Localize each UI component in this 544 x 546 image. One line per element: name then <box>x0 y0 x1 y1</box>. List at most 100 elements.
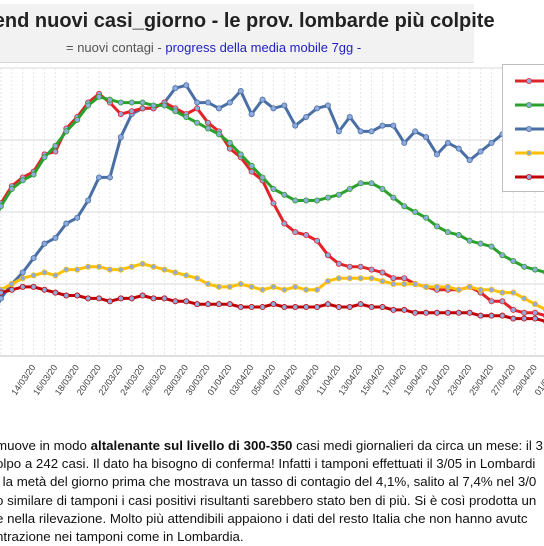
data-point <box>85 295 92 302</box>
data-point <box>281 304 288 311</box>
data-point <box>346 304 353 311</box>
data-point <box>128 295 135 302</box>
data-point <box>379 122 386 129</box>
data-point <box>259 96 266 103</box>
data-point <box>401 139 408 146</box>
data-point <box>412 309 419 316</box>
data-point <box>433 151 440 158</box>
data-point <box>335 128 342 135</box>
data-point <box>161 295 168 302</box>
data-point <box>248 283 255 290</box>
data-point <box>194 275 201 282</box>
data-point <box>205 301 212 308</box>
data-point <box>488 312 495 319</box>
data-point <box>139 292 146 299</box>
data-point <box>433 283 440 290</box>
data-point <box>390 122 397 129</box>
data-point <box>455 232 462 239</box>
data-point <box>423 134 430 141</box>
data-point <box>401 306 408 313</box>
data-point <box>41 269 48 276</box>
data-point <box>401 275 408 282</box>
data-point <box>379 278 386 285</box>
data-point <box>172 85 179 92</box>
legend-marker <box>525 126 532 133</box>
data-point <box>357 275 364 282</box>
data-point <box>303 232 310 239</box>
data-point <box>30 255 37 262</box>
subtitle-moving-average: progress della media mobile 7gg - <box>161 40 362 55</box>
data-point <box>314 304 321 311</box>
data-point <box>379 269 386 276</box>
legend-marker <box>525 150 532 157</box>
data-point <box>74 116 81 123</box>
data-point <box>357 180 364 187</box>
data-point <box>532 266 539 273</box>
caption-fragment: casi medi giornalieri da circa un mese: … <box>292 438 543 453</box>
data-point <box>128 263 135 270</box>
caption-line: muove in modo altalenante sul livello di… <box>0 437 544 455</box>
data-point <box>423 214 430 221</box>
data-point <box>0 203 4 210</box>
data-point <box>292 304 299 311</box>
data-point <box>346 263 353 270</box>
chart-subtitle: = nuovi contagi - progress della media m… <box>66 40 361 55</box>
data-point <box>139 99 146 106</box>
data-point <box>215 283 222 290</box>
data-point <box>226 145 233 152</box>
data-point <box>423 309 430 316</box>
data-point <box>532 301 539 308</box>
data-point <box>357 301 364 308</box>
caption-fragment: muove in modo <box>0 438 91 453</box>
data-point <box>215 131 222 138</box>
data-point <box>314 105 321 112</box>
legend-marker <box>525 174 532 181</box>
data-point <box>292 197 299 204</box>
data-point <box>85 102 92 109</box>
data-point <box>172 298 179 305</box>
data-point <box>172 108 179 115</box>
data-point <box>226 301 233 308</box>
data-point <box>324 301 331 308</box>
data-point <box>237 151 244 158</box>
data-point <box>346 185 353 192</box>
data-point <box>85 263 92 270</box>
data-point <box>335 275 342 282</box>
data-point <box>237 88 244 95</box>
data-point <box>19 275 26 282</box>
data-point <box>499 252 506 259</box>
data-point <box>8 185 15 192</box>
data-point <box>74 292 81 299</box>
data-point <box>106 266 113 273</box>
data-point <box>412 128 419 135</box>
data-point <box>259 174 266 181</box>
data-point <box>335 260 342 267</box>
legend-swatches <box>515 77 544 181</box>
data-point <box>19 283 26 290</box>
data-point <box>205 125 212 132</box>
data-point <box>270 185 277 192</box>
data-point <box>444 229 451 236</box>
data-point <box>52 142 59 149</box>
data-point <box>74 266 81 273</box>
data-point <box>128 99 135 106</box>
data-point <box>96 263 103 270</box>
data-point <box>96 93 103 100</box>
chart-title: rend nuovi casi_giorno - le prov. lombar… <box>0 10 495 32</box>
caption-bold-fragment: altalenante sul livello di 300-350 <box>90 438 293 453</box>
data-point <box>259 304 266 311</box>
data-point <box>183 82 190 89</box>
legend-marker <box>525 77 532 84</box>
data-point <box>324 194 331 201</box>
caption-line: e nella rilevazione. Molto più attendibi… <box>0 510 528 526</box>
data-point <box>455 309 462 316</box>
data-point <box>510 257 517 264</box>
data-point <box>521 315 528 322</box>
data-point <box>52 148 59 155</box>
data-point <box>117 99 124 106</box>
data-point <box>390 275 397 282</box>
data-point <box>106 298 113 305</box>
data-point <box>335 191 342 198</box>
data-point <box>215 105 222 112</box>
data-point <box>390 280 397 287</box>
